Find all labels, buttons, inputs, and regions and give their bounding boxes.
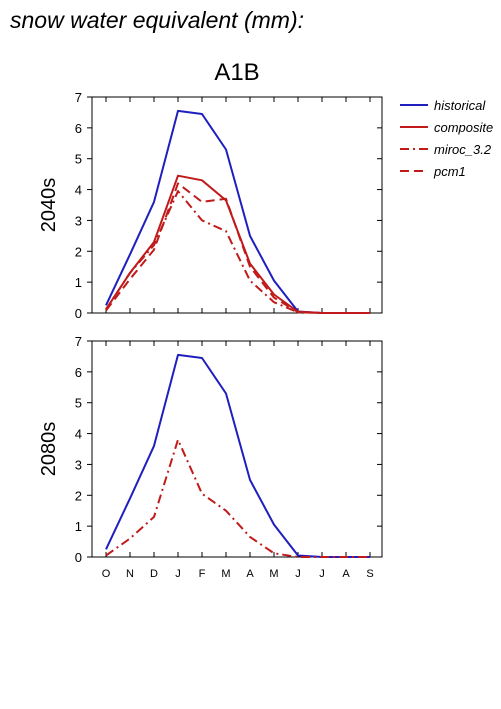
plot-frame (91, 340, 383, 558)
legend-label: composite (434, 120, 493, 135)
series-line-historical (105, 109, 370, 314)
x-tick-label: D (150, 568, 158, 580)
y-tick-label: 5 (75, 152, 82, 167)
x-tick-label: A (342, 568, 350, 580)
x-tick-label: J (295, 568, 301, 580)
x-tick-label: J (319, 568, 325, 580)
legend: historical composite miroc_3.2 pcm1 (400, 98, 493, 179)
y-tick-label: 3 (75, 213, 82, 228)
y-tick-label: 0 (75, 306, 82, 321)
x-tick-label: O (102, 568, 111, 580)
legend-label: historical (434, 98, 486, 113)
y-tick-label: 1 (75, 275, 82, 290)
y-tick-label: 3 (75, 457, 82, 472)
x-tick-label: A (246, 568, 254, 580)
x-tick-label: N (126, 568, 134, 580)
chart-panel-2080s: 0 1 2 3 4 5 6 7 O N D J F M A M J J A S 2080s (38, 334, 383, 580)
plot-frame (91, 96, 383, 314)
series-line-pcm1 (105, 182, 370, 314)
legend-label: pcm1 (433, 164, 466, 179)
row-label: 2080s (38, 422, 60, 477)
scenario-title: A1B (214, 59, 259, 86)
y-tick-label: 1 (75, 519, 82, 534)
y-tick-label: 7 (75, 334, 82, 349)
y-tick-label: 4 (75, 427, 82, 442)
y-tick-label: 4 (75, 183, 82, 198)
legend-label: miroc_3.2 (434, 142, 492, 157)
x-tick-label: J (175, 568, 181, 580)
y-tick-label: 2 (75, 244, 82, 259)
y-tick-label: 6 (75, 365, 82, 380)
y-tick-label: 2 (75, 488, 82, 503)
y-tick-label: 0 (75, 550, 82, 565)
row-label: 2040s (38, 178, 60, 233)
x-tick-label: F (199, 568, 206, 580)
y-tick-label: 6 (75, 121, 82, 136)
chart-panel-2040s: 0 1 2 3 4 5 6 7 2040s (38, 90, 383, 321)
x-tick-label: M (269, 568, 278, 580)
x-tick-label: S (366, 568, 373, 580)
y-tick-label: 7 (75, 90, 82, 105)
y-tick-label: 5 (75, 396, 82, 411)
series-line-historical (105, 353, 370, 558)
figure-title: snow water equivalent (mm): (10, 7, 304, 33)
series-line-miroc-3-2 (105, 438, 370, 558)
x-tick-label: M (221, 568, 230, 580)
